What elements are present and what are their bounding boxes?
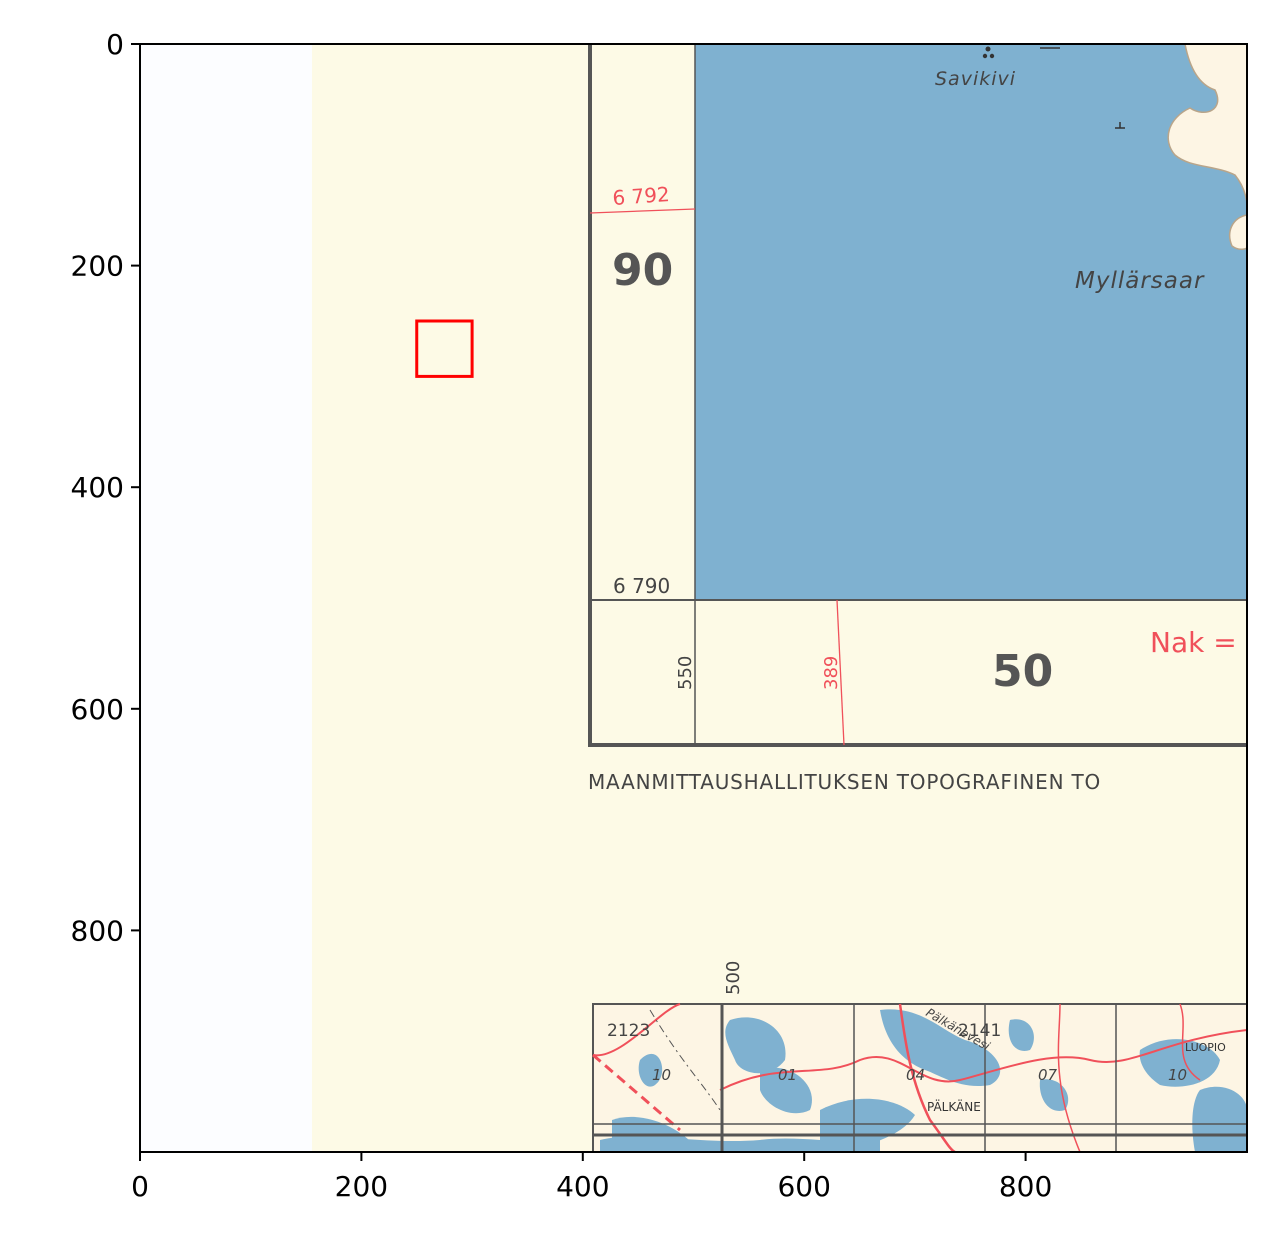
y-tick-label: 600 [71,693,124,726]
index-map-inset: 2123 2141 10 01 04 07 10 PÄLKÄNE LUOPIO … [592,1003,1247,1152]
x-tick-label: 200 [335,1170,388,1203]
grid-label-6792: 6 792 [612,182,671,210]
sheet-2123: 2123 [607,1021,650,1041]
inset-label-01: 01 [778,1066,797,1084]
inset-label-10a: 10 [652,1066,671,1084]
plot-frame [139,43,1248,1153]
y-axis: 0 200 400 600 800 [71,28,140,947]
inset-label-04: 04 [906,1066,925,1084]
sheet-2141: 2141 [958,1021,1001,1041]
place-palkane: PÄLKÄNE [927,1099,981,1114]
x-tick-label: 800 [999,1170,1052,1203]
nak-label: Nak = [1150,626,1237,659]
grid-label-500: 500 [723,961,744,995]
land-area [1167,44,1247,206]
x-tick-label: 600 [777,1170,830,1203]
grid-label-6790: 6 790 [613,574,670,598]
y-tick-label: 800 [71,914,124,947]
y-tick-label: 0 [106,28,124,61]
inset-label-07: 07 [1038,1066,1058,1084]
highlight-box [415,319,474,378]
y-tick-label: 400 [71,471,124,504]
y-tick-label: 200 [71,250,124,283]
x-axis: 0 200 400 600 800 [131,1152,1052,1203]
x-tick-label: 0 [131,1170,149,1203]
grid-label-550: 550 [675,656,696,690]
sheet-number-90: 90 [612,245,673,296]
inset-label-10b: 10 [1168,1066,1187,1084]
x-tick-label: 400 [556,1170,609,1203]
place-myllarsaari: Myllärsaar [1075,268,1205,294]
sheet-number-50: 50 [992,646,1053,697]
place-savikivi: Savikivi [935,68,1016,90]
water-area [695,44,1247,600]
map-image: Savikivi Myllärsaar 6 792 90 6 790 550 3… [140,44,1247,1152]
place-luopio: LUOPIO [1185,1041,1226,1054]
publisher-text: MAANMITTAUSHALLITUKSEN TOPOGRAFINEN TO [588,770,1101,794]
grid-label-389: 389 [821,656,842,690]
